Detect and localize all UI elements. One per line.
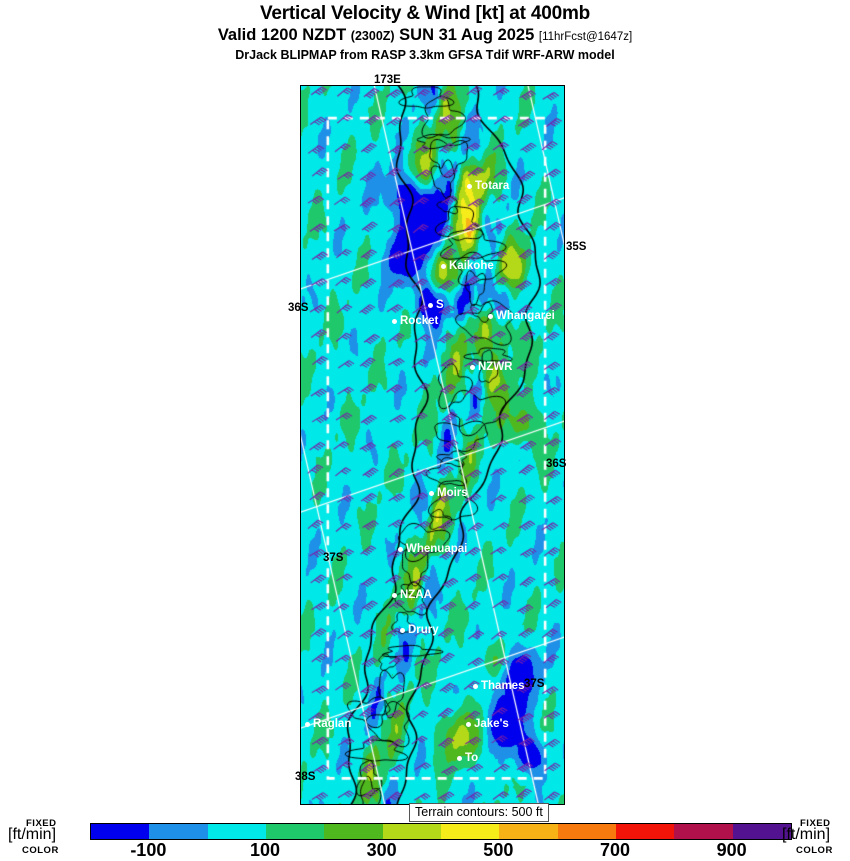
colorbar-segment-1	[149, 824, 208, 839]
colorbar-segment-9	[615, 824, 675, 839]
city-marker-raglan: Raglan	[305, 718, 352, 731]
city-label: S	[436, 299, 444, 311]
colorbar-tick-1: 100	[249, 840, 281, 860]
colorbar-segment-8	[557, 824, 616, 839]
city-marker-s: S	[428, 299, 444, 312]
city-marker-thames: Thames	[473, 680, 525, 693]
city-dot-icon	[470, 364, 475, 370]
forecast-map[interactable]	[300, 85, 565, 805]
graticule-label-36s-3: 36S	[546, 458, 567, 470]
city-label: Thames	[481, 680, 525, 692]
city-dot-icon	[398, 546, 403, 552]
city-label: Raglan	[313, 718, 352, 730]
city-label: Kaikohe	[449, 260, 494, 272]
colorbar-segment-0	[91, 824, 150, 839]
colorbar-segment-7	[499, 824, 558, 839]
graticule-label-38s-6: 38S	[295, 771, 316, 783]
city-dot-icon	[392, 592, 397, 598]
colorbar-segment-4	[324, 824, 383, 839]
colorbar-left-caption: FIXED [ft/min] COLOR	[8, 818, 86, 860]
colorbar-unit-label-right: [ft/min]	[782, 826, 831, 843]
city-dot-icon	[467, 183, 472, 189]
valid-time-line: Valid 1200 NZDT (2300Z) SUN 31 Aug 2025 …	[0, 26, 850, 45]
city-dot-icon	[400, 627, 405, 633]
city-dot-icon	[429, 490, 434, 496]
valid-time-prefix: Valid 1200 NZDT	[217, 26, 347, 44]
forecast-tag: [11hrFcst@1647z]	[538, 31, 633, 43]
vertical-velocity-field	[300, 85, 565, 805]
city-dot-icon	[457, 755, 462, 761]
colorbar-gradient[interactable]	[90, 823, 792, 840]
colorbar-segment-11	[732, 824, 791, 839]
colorbar-right-caption: FIXED [ft/min] COLOR	[782, 818, 850, 860]
city-marker-kaikohe: Kaikohe	[441, 260, 494, 273]
colorbar-tick-labels: -100 100 300 500 700 900	[90, 840, 790, 860]
terrain-contour-legend: Terrain contours: 500 ft	[409, 803, 549, 822]
city-marker-nzaa: NZAA	[392, 589, 432, 602]
city-label: Whangarei	[496, 310, 555, 322]
city-marker-jake-s: Jake's	[466, 718, 509, 731]
colorbar: FIXED [ft/min] COLOR -100 100 300 500 700 900…	[0, 818, 850, 860]
graticule-label-37s-4: 37S	[323, 552, 344, 564]
colorbar-fixed-label-right: FIXED	[800, 818, 831, 829]
city-marker-moirs: Moirs	[429, 487, 468, 500]
city-label: Moirs	[437, 487, 468, 499]
colorbar-tick-0: -100	[130, 840, 167, 860]
city-dot-icon	[392, 318, 397, 324]
city-label: NZWR	[478, 361, 513, 373]
city-label: Whenuapai	[406, 543, 468, 555]
city-dot-icon	[466, 721, 471, 727]
valid-time-utc: (2300Z)	[350, 29, 395, 43]
graticule-label-35s-1: 35S	[566, 241, 587, 253]
city-label: Jake's	[474, 718, 509, 730]
city-marker-drury: Drury	[400, 624, 439, 637]
colorbar-segment-10	[674, 824, 733, 839]
city-label: Drury	[408, 624, 439, 636]
city-label: Rocket	[400, 315, 439, 327]
city-marker-to: To	[457, 752, 479, 765]
colorbar-tick-3: 500	[483, 840, 514, 860]
city-dot-icon	[441, 263, 446, 269]
page-title: Vertical Velocity & Wind [kt] at 400mb	[259, 3, 591, 24]
city-label: Totara	[475, 180, 510, 192]
city-label: To	[465, 752, 479, 764]
colorbar-segment-2	[207, 824, 266, 839]
city-marker-whangarei: Whangarei	[488, 310, 555, 323]
colorbar-segment-6	[440, 824, 500, 839]
city-dot-icon	[473, 683, 478, 689]
city-marker-nzwr: NZWR	[470, 361, 513, 374]
city-dot-icon	[428, 302, 433, 308]
city-dot-icon	[305, 721, 310, 727]
graticule-label-37s-5: 37S	[524, 678, 545, 690]
colorbar-fixed-label-left: FIXED	[26, 818, 57, 829]
colorbar-color-label-right: COLOR	[796, 845, 833, 856]
colorbar-segment-3	[265, 824, 325, 839]
city-marker-whenuapai: Whenuapai	[398, 543, 468, 556]
city-label: NZAA	[400, 589, 432, 601]
colorbar-color-label-left: COLOR	[22, 845, 59, 856]
city-dot-icon	[488, 313, 493, 319]
colorbar-tick-2: 300	[366, 840, 397, 860]
colorbar-tick-4: 700	[599, 840, 631, 860]
graticule-label-173e-0: 173E	[374, 74, 401, 86]
model-source-line: DrJack BLIPMAP from RASP 3.3km GFSA Tdif…	[235, 48, 615, 62]
city-marker-rocket: Rocket	[392, 315, 439, 328]
colorbar-tick-5: 900	[716, 840, 747, 860]
colorbar-segment-5	[382, 824, 441, 839]
valid-date: SUN 31 Aug 2025	[399, 26, 535, 44]
city-marker-totara: Totara	[467, 180, 510, 193]
colorbar-unit-label-left: [ft/min]	[8, 826, 57, 843]
graticule-label-36s-2: 36S	[288, 302, 309, 314]
